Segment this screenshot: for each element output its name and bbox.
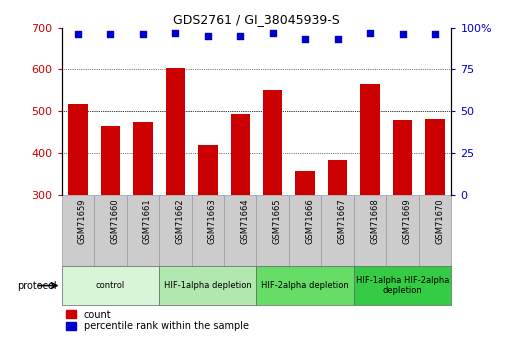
Text: HIF-1alpha depletion: HIF-1alpha depletion (164, 281, 252, 290)
Bar (393, 120, 412, 195)
Point (431, 31, 439, 37)
Bar (263, 90, 283, 195)
Bar (68, 104, 88, 195)
FancyBboxPatch shape (322, 195, 354, 266)
Text: GSM71666: GSM71666 (305, 198, 314, 244)
FancyBboxPatch shape (127, 195, 159, 266)
Text: HIF-2alpha depletion: HIF-2alpha depletion (261, 281, 349, 290)
FancyBboxPatch shape (62, 195, 94, 266)
Text: GSM71664: GSM71664 (240, 198, 249, 244)
Point (399, 31, 407, 37)
Bar (295, 170, 315, 195)
FancyBboxPatch shape (354, 195, 386, 266)
FancyBboxPatch shape (354, 266, 451, 305)
Point (269, 30, 277, 36)
Point (236, 33, 244, 39)
Text: protocol: protocol (17, 280, 56, 290)
Text: GSM71661: GSM71661 (143, 198, 152, 244)
FancyBboxPatch shape (419, 195, 451, 266)
Text: GSM71669: GSM71669 (403, 198, 412, 244)
Point (171, 30, 180, 36)
Legend: count, percentile rank within the sample: count, percentile rank within the sample (66, 309, 249, 332)
Text: GSM71660: GSM71660 (110, 198, 120, 244)
FancyBboxPatch shape (191, 195, 224, 266)
FancyBboxPatch shape (94, 195, 127, 266)
Text: GSM71668: GSM71668 (370, 198, 379, 244)
Title: GDS2761 / GI_38045939-S: GDS2761 / GI_38045939-S (173, 13, 340, 27)
FancyBboxPatch shape (224, 195, 256, 266)
FancyBboxPatch shape (159, 266, 256, 305)
Point (139, 31, 147, 37)
FancyBboxPatch shape (256, 195, 289, 266)
Bar (230, 114, 250, 195)
Text: GSM71667: GSM71667 (338, 198, 347, 244)
Text: HIF-1alpha HIF-2alpha
depletion: HIF-1alpha HIF-2alpha depletion (356, 276, 449, 295)
Bar (425, 119, 445, 195)
Point (301, 37, 309, 42)
Bar (166, 68, 185, 195)
Bar (133, 122, 152, 195)
Text: GSM71663: GSM71663 (208, 198, 217, 244)
Bar (101, 126, 120, 195)
Point (74, 31, 82, 37)
Text: GSM71659: GSM71659 (78, 198, 87, 244)
Bar (198, 145, 218, 195)
Text: GSM71665: GSM71665 (273, 198, 282, 244)
FancyBboxPatch shape (289, 195, 322, 266)
Point (106, 31, 114, 37)
Text: control: control (95, 281, 125, 290)
Point (204, 33, 212, 39)
Bar (328, 160, 347, 195)
FancyBboxPatch shape (159, 195, 191, 266)
Point (366, 30, 374, 36)
FancyBboxPatch shape (62, 266, 159, 305)
Text: GSM71662: GSM71662 (175, 198, 184, 244)
Bar (361, 84, 380, 195)
Text: GSM71670: GSM71670 (435, 198, 444, 244)
FancyBboxPatch shape (386, 195, 419, 266)
Point (333, 37, 342, 42)
FancyBboxPatch shape (256, 266, 354, 305)
